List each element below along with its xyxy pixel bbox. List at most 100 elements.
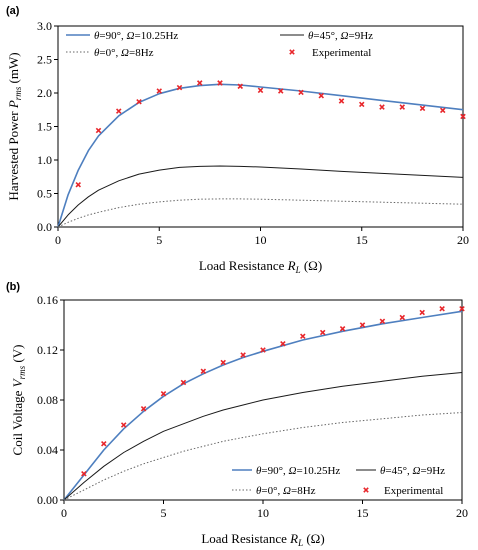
y-tick-label: 0.04 [37, 443, 58, 457]
experimental-point [419, 309, 425, 316]
experimental-point [319, 329, 326, 336]
experimental-point [240, 352, 246, 358]
experimental-point-stroke-b [95, 127, 102, 134]
y-axis-label-unit: (mW) [6, 52, 21, 86]
experimental-point [419, 105, 426, 112]
experimental-point [358, 101, 365, 108]
experimental-point-stroke-b [399, 104, 406, 110]
legend-label-black-angle: =45°, [313, 30, 340, 42]
experimental-point [298, 89, 304, 96]
experimental-point [237, 83, 244, 90]
experimental-point-stroke-b [359, 322, 366, 328]
legend-label-blue-theta: θ [94, 30, 100, 42]
x-tick-label: 0 [55, 233, 61, 247]
experimental-point [257, 87, 264, 94]
y-tick-label: 3.0 [37, 19, 52, 33]
y-tick-label: 0.16 [37, 293, 58, 307]
legend-marker-experimental-stroke-b [289, 49, 295, 55]
experimental-point [439, 305, 445, 312]
x-axis-label-main: Load Resistance [199, 258, 288, 273]
legend-label-black-theta: θ [308, 30, 314, 42]
experimental-point-stroke-b [459, 305, 465, 312]
y-axis-label: Coil Voltage Vrms (V) [10, 345, 27, 456]
experimental-point [75, 182, 82, 188]
y-tick-label: 0.00 [37, 493, 58, 507]
experimental-point [220, 359, 226, 366]
experimental-point-stroke-b [439, 107, 446, 114]
y-tick-label: 0.08 [37, 393, 58, 407]
experimental-point [196, 80, 203, 86]
experimental-point-stroke-b [180, 379, 187, 386]
experimental-point [399, 314, 406, 321]
series-line-blue [57, 83, 464, 228]
experimental-point-stroke-b [115, 108, 122, 114]
legend-marker-experimental [289, 49, 295, 55]
experimental-point-stroke-b [237, 83, 244, 90]
y-axis-label-unit: (V) [10, 345, 25, 366]
x-tick-label: 5 [156, 233, 162, 247]
x-axis-label-unit: (Ω) [303, 531, 325, 546]
experimental-point-stroke-b [217, 80, 223, 86]
experimental-point [300, 333, 306, 340]
legend-label-blue-freq: =10.25Hz [134, 30, 178, 42]
legend-label-black: θ=45°, Ω=9Hz [380, 465, 445, 477]
x-tick-label: 15 [357, 506, 369, 520]
experimental-point-stroke-b [176, 84, 183, 91]
experimental-point [399, 104, 406, 110]
legend-label-dotted-angle: =0°, [261, 485, 283, 497]
y-axis-label-main: Harvested Power [6, 108, 21, 200]
experimental-point-stroke-b [240, 352, 246, 358]
experimental-point [339, 325, 346, 332]
x-tick-label: 20 [457, 233, 469, 247]
x-tick-label: 5 [161, 506, 167, 520]
experimental-point-stroke-b [338, 98, 345, 104]
y-axis-label-sub: rms [17, 365, 27, 379]
experimental-point [140, 405, 147, 412]
y-axis-label-var: P [6, 100, 21, 109]
series-line-black [63, 372, 463, 501]
series-line-dotted [57, 198, 464, 228]
y-axis-label: Harvested Power Prms (mW) [6, 52, 23, 200]
legend-label-black-theta: θ [380, 465, 386, 477]
experimental-point [160, 390, 167, 397]
y-tick-label: 2.0 [37, 86, 52, 100]
experimental-point-stroke-b [439, 305, 445, 312]
experimental-point [359, 322, 366, 328]
legend-label-dotted-omega: Ω [121, 47, 129, 59]
experimental-point-stroke-b [260, 347, 266, 353]
legend-label-blue-omega: Ω [289, 465, 297, 477]
experimental-point-stroke-b [318, 92, 325, 99]
legend-label-dotted-theta: θ [256, 485, 262, 497]
experimental-point-stroke-b [358, 101, 365, 108]
legend-label-dotted: θ=0°, Ω=8Hz [256, 485, 316, 497]
y-tick-label: 2.5 [37, 53, 52, 67]
y-axis-label-var: V [10, 377, 25, 387]
y-tick-label: 0.0 [37, 220, 52, 234]
experimental-point [95, 127, 102, 134]
experimental-point [460, 113, 466, 120]
legend-label-black-omega: Ω [413, 465, 421, 477]
experimental-point-stroke-b [136, 98, 142, 105]
experimental-point [318, 92, 325, 99]
legend-label-blue-freq: =10.25Hz [296, 465, 340, 477]
legend-label-experimental: Experimental [384, 485, 443, 497]
x-tick-label: 0 [61, 506, 67, 520]
y-tick-label: 1.5 [37, 120, 52, 134]
legend-label-blue-angle: =90°, [261, 465, 288, 477]
experimental-point-stroke-b [339, 325, 346, 332]
experimental-point [101, 440, 107, 447]
experimental-point [280, 340, 286, 347]
y-tick-label: 0.5 [37, 187, 52, 201]
experimental-point-stroke-b [257, 87, 264, 94]
experimental-point-stroke-b [379, 104, 385, 110]
experimental-point-stroke-b [300, 333, 306, 340]
panel-label: (a) [6, 5, 20, 17]
legend-label-dotted-freq: =8Hz [129, 47, 154, 59]
experimental-point [136, 98, 142, 105]
x-axis-label-main: Load Resistance [201, 531, 290, 546]
experimental-point-stroke-b [160, 390, 167, 397]
experimental-point-stroke-b [81, 470, 87, 477]
